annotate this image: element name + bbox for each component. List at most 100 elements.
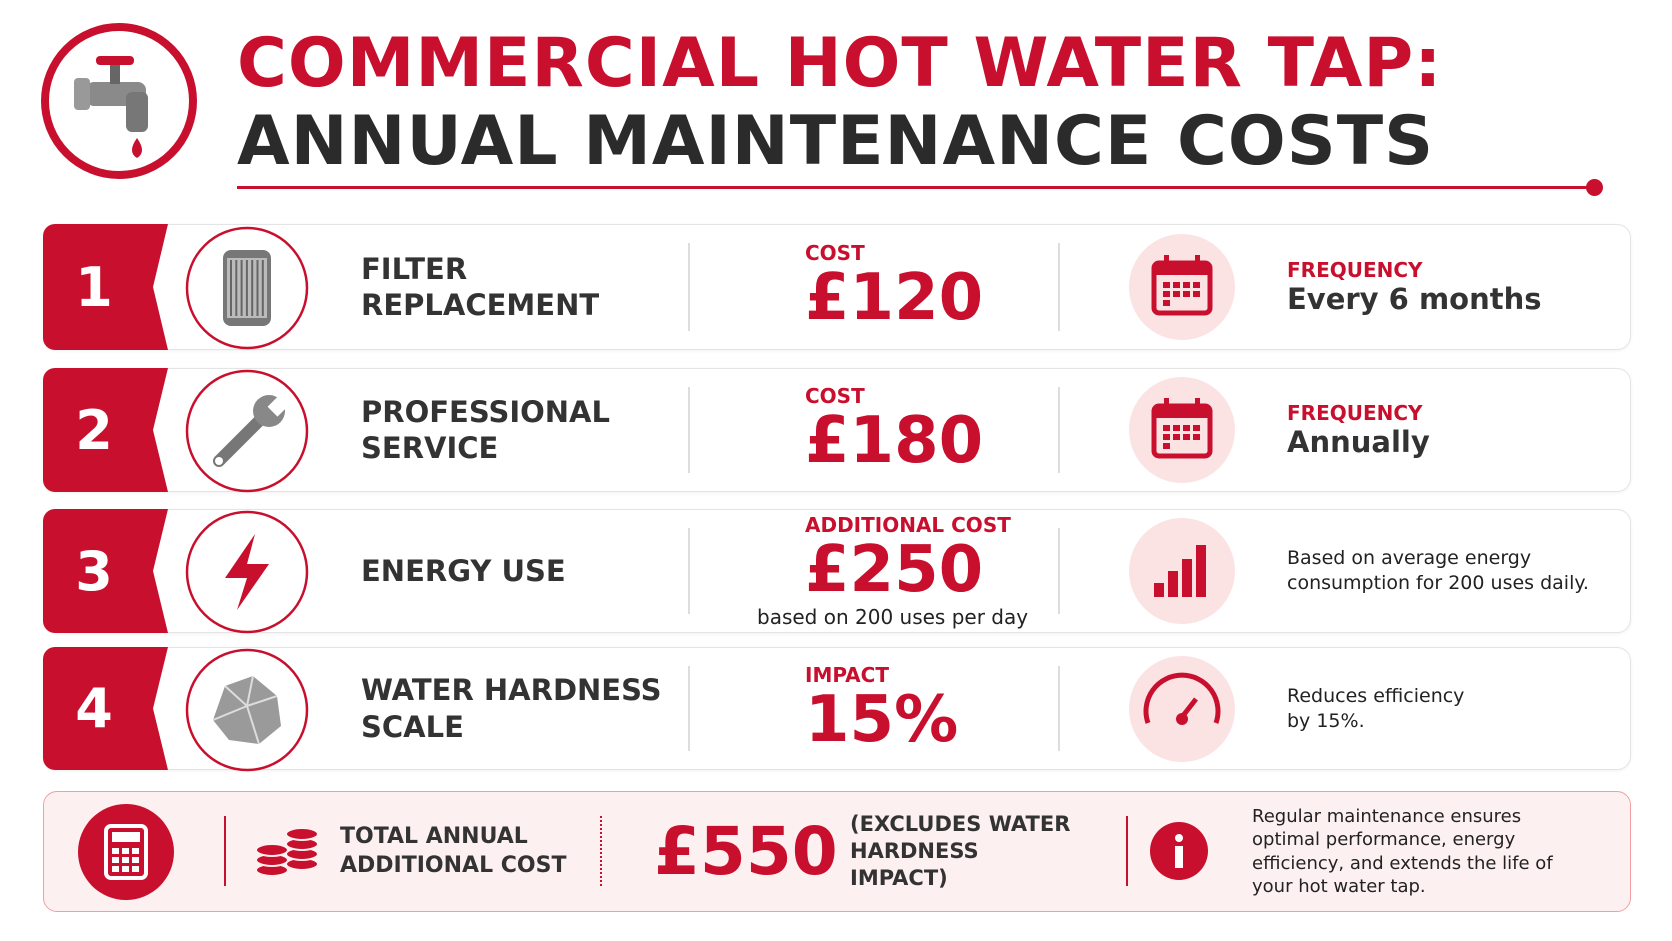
icon-part <box>212 675 281 744</box>
detail-label: FREQUENCY <box>1287 258 1423 282</box>
title: ANNUAL MAINTENANCE COSTS <box>237 102 1435 181</box>
item-name: FILTER REPLACEMENT <box>361 225 681 349</box>
number-tab <box>43 224 168 350</box>
icon-part <box>1163 282 1170 288</box>
icon-part <box>1173 425 1180 431</box>
item-icon <box>184 647 310 777</box>
item-icon <box>184 225 310 355</box>
icon-part <box>213 675 281 744</box>
icon-part <box>215 457 223 465</box>
item-icon <box>184 509 310 639</box>
divider <box>688 666 690 751</box>
row-number: 4 <box>75 677 113 740</box>
icon-part <box>112 857 119 863</box>
icon-part <box>185 510 309 634</box>
divider <box>1126 816 1128 886</box>
icon-part <box>132 866 139 872</box>
divider <box>1058 666 1060 751</box>
row-number: 3 <box>75 539 113 603</box>
icon-part <box>1193 291 1200 297</box>
detail-text: Reduces efficiency by 15%. <box>1287 684 1465 732</box>
cost-value: £120 <box>805 261 984 336</box>
title: COMMERCIAL HOT WATER TAP: <box>237 24 1443 103</box>
tap-logo <box>41 23 197 179</box>
detail-icon <box>1129 655 1235 766</box>
info-text: Regular maintenance ensures optimal perf… <box>1252 805 1553 897</box>
icon-part <box>225 534 269 610</box>
divider <box>224 816 226 886</box>
cost-cell: COST £120 <box>805 225 1085 349</box>
icon-part <box>1154 583 1164 597</box>
icon-part <box>122 866 129 872</box>
text: PROFESSIONAL SERVICE <box>361 394 610 465</box>
icon-part <box>1151 398 1213 459</box>
cost-label: IMPACT <box>805 662 889 687</box>
icon-part <box>74 78 90 110</box>
icon-part <box>1129 655 1235 762</box>
icon-part <box>1173 282 1180 288</box>
total-note: (EXCLUDES WATER HARDNESS IMPACT) <box>850 811 1071 891</box>
number-tab <box>43 509 168 633</box>
cost-row: 4 WATER HARDNESS SCALE IMPACT 15% Reduces ef… <box>43 647 1631 771</box>
icon-part <box>1129 377 1235 483</box>
cost-cell: ADDITIONAL COST £250 based on 200 uses per… <box>757 510 1085 632</box>
item-name: WATER HARDNESS SCALE <box>361 648 681 769</box>
total-box: TOTAL ANNUAL ADDITIONAL COST £550 (EXCLUDE… <box>43 791 1631 912</box>
icon-part <box>1193 434 1200 440</box>
icon-part <box>1143 672 1221 724</box>
icon-part <box>255 843 289 857</box>
detail-icon <box>1129 234 1235 344</box>
icon-part <box>185 369 309 493</box>
divider <box>1058 387 1060 473</box>
rule-dot <box>1586 179 1603 196</box>
icon-part <box>1150 822 1208 880</box>
detail-text: Based on average energy consumption for … <box>1287 547 1589 594</box>
cost-row: 2 PROFESSIONAL SERVICE COST £180 FREQUENCY An… <box>43 368 1631 493</box>
icon-part <box>213 413 267 467</box>
icon-part <box>1196 545 1206 597</box>
icon-part <box>1195 255 1200 269</box>
icon-part <box>112 832 140 842</box>
icon-part <box>1163 425 1170 431</box>
icon-part <box>225 534 269 610</box>
text: FILTER REPLACEMENT <box>361 251 600 322</box>
icon-part <box>1129 377 1235 483</box>
icon-part <box>1176 712 1188 725</box>
icon-part <box>1164 398 1169 412</box>
icon-part <box>1183 291 1190 297</box>
info-icon <box>1150 822 1208 884</box>
icon-part <box>255 827 319 877</box>
cost-value: £250 <box>805 533 984 608</box>
icon-part <box>1168 571 1178 597</box>
item-icon <box>184 368 310 498</box>
icon-part <box>267 392 292 417</box>
icon-part <box>1183 282 1190 288</box>
icon-part <box>1163 300 1170 306</box>
icon-part <box>1173 291 1180 297</box>
icon-part <box>1143 672 1221 725</box>
title-rule <box>237 186 1591 189</box>
divider <box>1058 528 1060 614</box>
icon-part <box>78 804 174 900</box>
icon-part <box>1129 234 1235 340</box>
detail-icon <box>1129 518 1235 628</box>
detail-value: Every 6 months <box>1287 282 1542 316</box>
divider <box>600 816 604 886</box>
icon-part <box>185 648 309 771</box>
divider <box>688 528 690 614</box>
icon-part <box>1163 291 1170 297</box>
icon-part <box>1154 263 1210 275</box>
text: ENERGY USE <box>361 553 566 588</box>
row-number: 2 <box>75 398 113 462</box>
icon-part <box>1175 834 1183 842</box>
coins-icon <box>254 820 320 886</box>
icon-part <box>1182 559 1192 597</box>
detail-cell: FREQUENCY Every 6 months <box>1287 225 1607 349</box>
icon-part <box>1154 545 1206 597</box>
cost-label: COST <box>805 384 865 409</box>
total-value: £550 <box>654 813 838 890</box>
cost-row: 3 ENERGY USE ADDITIONAL COST £250 based on 2… <box>43 509 1631 634</box>
icon-part <box>104 824 148 880</box>
item-name: PROFESSIONAL SERVICE <box>361 369 681 491</box>
